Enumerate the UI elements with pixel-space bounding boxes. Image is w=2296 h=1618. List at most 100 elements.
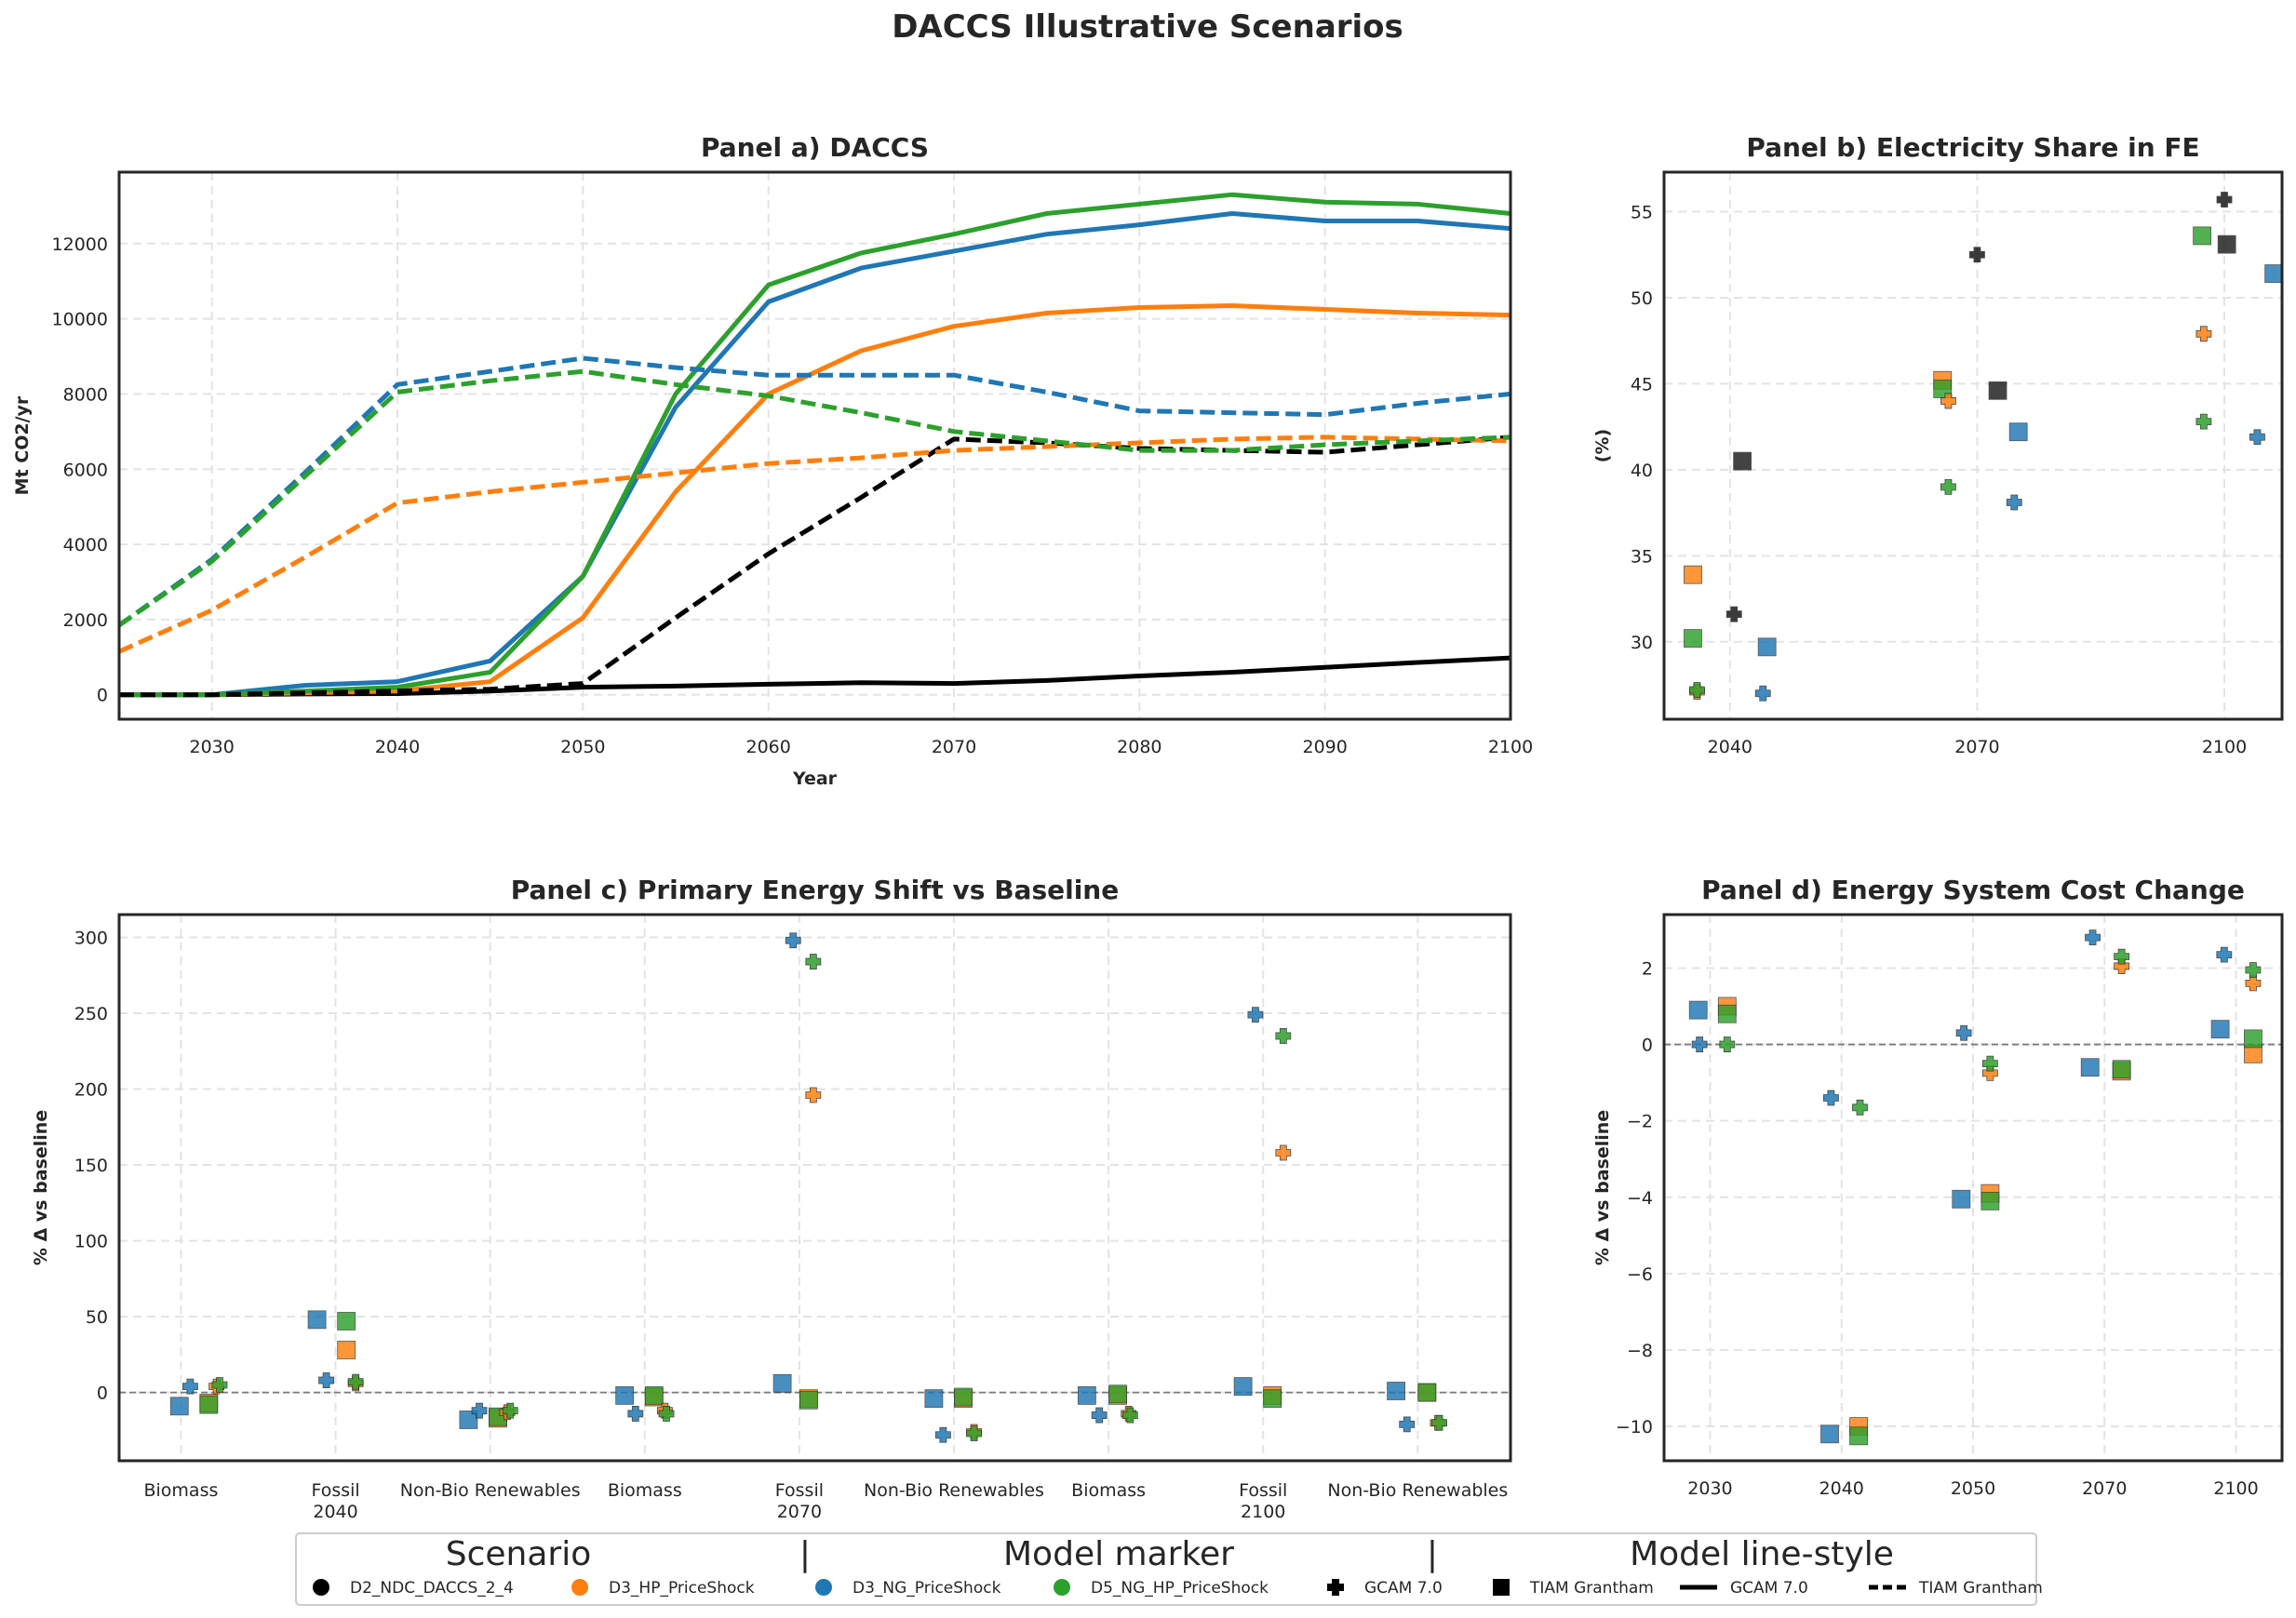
data-point xyxy=(502,1402,518,1419)
y-axis-label: (%) xyxy=(1592,429,1613,462)
panel-d: Panel d) Energy System Cost Change −10 −8 −… xyxy=(1592,875,2284,1499)
data-point xyxy=(2195,413,2212,430)
y-tick-label: 55 xyxy=(1631,203,1653,223)
series-line xyxy=(119,435,1511,654)
data-point xyxy=(2245,962,2262,978)
data-marks xyxy=(1684,192,2282,702)
data-point xyxy=(1733,451,1752,471)
legend-label: D5_NG_HP_PriceShock xyxy=(1091,1579,1269,1598)
panels: Panel a) DACCS02000400060008000100001200… xyxy=(12,132,2284,1522)
figure-title: DACCS Illustrative Scenarios xyxy=(892,8,1403,46)
y-tick-label: 100 xyxy=(74,1232,108,1252)
data-point xyxy=(1431,1414,1447,1431)
data-point xyxy=(1077,1385,1096,1405)
y-tick-label: 50 xyxy=(86,1307,108,1328)
data-point xyxy=(1757,637,1777,657)
data-marks xyxy=(119,192,1511,698)
y-tick-label: 2000 xyxy=(63,610,108,631)
panel-a: Panel a) DACCS 0 2000 4000 6000 8000 10000 1200… xyxy=(12,132,1533,789)
data-point xyxy=(966,1425,982,1442)
y-tick-label: 300 xyxy=(74,928,108,948)
y-tick-label: −8 xyxy=(1627,1341,1653,1361)
data-point xyxy=(1108,1384,1127,1404)
data-point xyxy=(1717,1004,1737,1023)
data-point xyxy=(2193,226,2212,246)
legend-label: TIAM Grantham xyxy=(1918,1579,2043,1598)
data-point xyxy=(1275,1028,1292,1044)
data-point xyxy=(1691,1036,1708,1052)
legend-label: TIAM Grantham xyxy=(1529,1579,1654,1598)
x-tick-label: Non-Bio Renewables xyxy=(400,1480,581,1501)
legend-dot xyxy=(313,1579,329,1596)
data-point xyxy=(1233,1377,1253,1397)
data-point xyxy=(1684,565,1702,584)
data-point xyxy=(1940,393,1956,409)
legend-dot xyxy=(1054,1579,1070,1596)
x-tick-label: 2030 xyxy=(1687,1478,1732,1499)
series-line xyxy=(119,355,1511,628)
data-point xyxy=(211,1377,228,1393)
data-marks xyxy=(1688,929,2262,1446)
grid xyxy=(1664,172,2282,719)
x-tick-label: 2100 xyxy=(2202,737,2247,757)
series-line xyxy=(119,211,1511,698)
x-tick-label: Biomass xyxy=(608,1480,682,1501)
data-point xyxy=(1399,1416,1416,1433)
data-point xyxy=(1684,629,1702,648)
x-tick-label: 2050 xyxy=(1951,1478,1995,1499)
data-point xyxy=(1247,1007,1264,1023)
y-tick-label: 6000 xyxy=(63,460,108,480)
data-point xyxy=(337,1341,356,1359)
x-axis-label: Year xyxy=(792,769,838,789)
x-tick-label: 2040 xyxy=(1819,1478,1864,1499)
data-point xyxy=(169,1397,189,1416)
y-tick-label: 0 xyxy=(1642,1036,1653,1056)
data-point xyxy=(199,1395,219,1414)
data-point xyxy=(1823,1090,1839,1106)
x-group-label: 2040 xyxy=(313,1502,357,1522)
data-point xyxy=(2085,929,2101,946)
data-point xyxy=(2216,192,2233,207)
y-tick-label: 2 xyxy=(1642,958,1653,979)
data-point xyxy=(1754,685,1771,702)
data-point xyxy=(1689,682,1705,698)
data-point xyxy=(347,1373,364,1390)
data-point xyxy=(182,1378,198,1395)
y-tick-label: 50 xyxy=(1631,288,1653,309)
data-point xyxy=(1952,1189,1971,1209)
axes-frame xyxy=(117,913,1512,1463)
y-axis-label: % Δ vs baseline xyxy=(1592,1110,1613,1265)
data-point xyxy=(1849,1426,1868,1446)
data-point xyxy=(2210,1020,2230,1039)
series-line xyxy=(119,192,1511,698)
panel-title: Panel d) Energy System Cost Change xyxy=(1701,875,2245,905)
axes-frame xyxy=(1662,913,2284,1463)
panel-c: Panel c) Primary Energy Shift vs Baselin… xyxy=(31,875,1512,1522)
data-point xyxy=(1417,1383,1437,1402)
y-tick-label: 12000 xyxy=(52,234,108,255)
data-point xyxy=(644,1385,664,1405)
data-point xyxy=(1688,1000,1708,1020)
data-point xyxy=(1719,1036,1736,1052)
x-tick-label: Biomass xyxy=(143,1480,218,1501)
x-tick-label: 2090 xyxy=(1302,737,1347,757)
legend: Scenario | Model marker | Model line-style D2… xyxy=(295,1532,2043,1606)
data-point xyxy=(627,1406,644,1422)
data-point xyxy=(1263,1389,1282,1409)
data-point xyxy=(615,1385,635,1405)
legend-label: GCAM 7.0 xyxy=(1730,1579,1808,1598)
data-point xyxy=(1725,606,1742,622)
x-tick-label: 2100 xyxy=(1488,737,1533,757)
y-tick-label: 200 xyxy=(74,1080,108,1101)
x-tick-label: 2070 xyxy=(932,737,976,757)
y-tick-label: 40 xyxy=(1631,461,1653,481)
x-tick-label: 2050 xyxy=(560,737,605,757)
data-point xyxy=(459,1411,478,1429)
grid xyxy=(1664,915,2282,1461)
legend-header-marker: Model marker xyxy=(1003,1535,1234,1573)
y-tick-label: −6 xyxy=(1627,1264,1653,1285)
axes-frame xyxy=(117,170,1512,721)
legend-header-scenario: Scenario xyxy=(446,1535,592,1573)
panel-title: Panel b) Electricity Share in FE xyxy=(1746,132,2199,163)
y-axis-label: % Δ vs baseline xyxy=(31,1110,51,1265)
